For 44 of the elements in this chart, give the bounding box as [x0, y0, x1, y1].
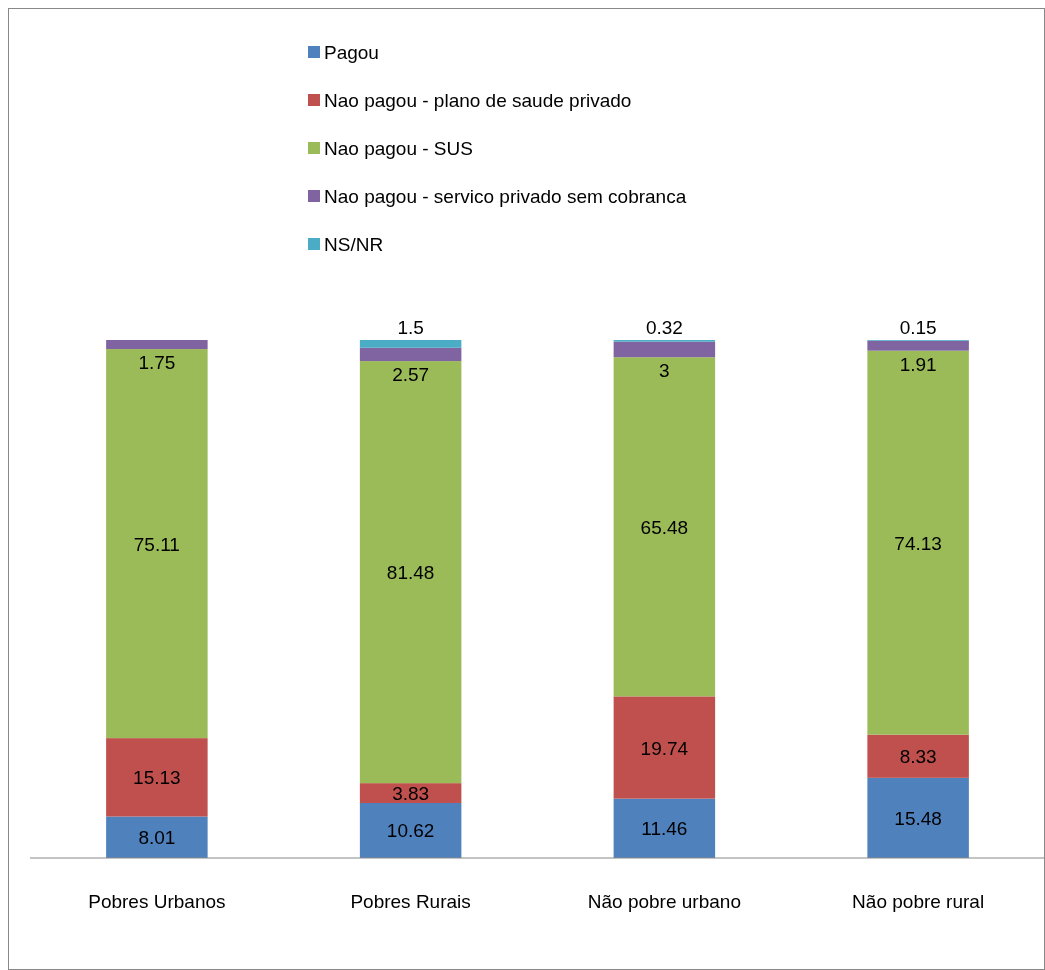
- data-label: 75.11: [133, 533, 180, 555]
- bar: [613, 357, 716, 697]
- data-label: 81.48: [386, 562, 435, 584]
- data-label: 74.13: [894, 532, 942, 554]
- data-label: 11.46: [641, 818, 688, 840]
- bar: [106, 349, 208, 739]
- bar: [106, 816, 208, 858]
- data-label: 2.57: [392, 364, 430, 386]
- data-label: 0.15: [899, 317, 937, 338]
- data-label: 8.33: [899, 746, 937, 768]
- data-label: 0.32: [645, 317, 683, 338]
- bar: [867, 777, 969, 858]
- bar: [613, 341, 716, 358]
- bar: [359, 340, 462, 348]
- data-label: 15.13: [133, 767, 181, 789]
- data-label: 8.01: [138, 827, 176, 849]
- data-label: 3: [659, 360, 670, 382]
- data-label: 19.74: [640, 737, 689, 759]
- x-tick-label: Não pobre rural: [852, 891, 985, 912]
- bar: [359, 361, 462, 784]
- data-label: 15.48: [894, 807, 942, 829]
- x-tick-label: Pobres Urbanos: [88, 891, 226, 912]
- x-tick-label: Não pobre urbano: [587, 891, 741, 912]
- bar: [867, 350, 969, 735]
- bar: [613, 696, 716, 799]
- data-label: 3.83: [392, 783, 430, 805]
- legend-label: Nao pagou - SUS: [324, 138, 473, 159]
- data-label: 10.62: [386, 820, 435, 842]
- data-label: 1.91: [899, 353, 937, 375]
- legend-label: NS/NR: [324, 234, 384, 255]
- bar: [106, 340, 208, 350]
- legend-label: Nao pagou - servico privado sem cobranca: [324, 186, 687, 207]
- bar: [867, 340, 969, 351]
- legend-label: Nao pagou - plano de saude privado: [324, 90, 632, 111]
- bar: [106, 738, 208, 817]
- data-label: 1.5: [397, 317, 424, 338]
- bar: [613, 798, 716, 858]
- bar: [359, 347, 462, 362]
- legend-label: Pagou: [324, 42, 379, 63]
- data-label: 65.48: [640, 516, 689, 538]
- bar: [359, 802, 462, 858]
- x-tick-label: Pobres Rurais: [350, 891, 471, 912]
- bar: [867, 734, 969, 778]
- data-label: 1.75: [138, 352, 176, 374]
